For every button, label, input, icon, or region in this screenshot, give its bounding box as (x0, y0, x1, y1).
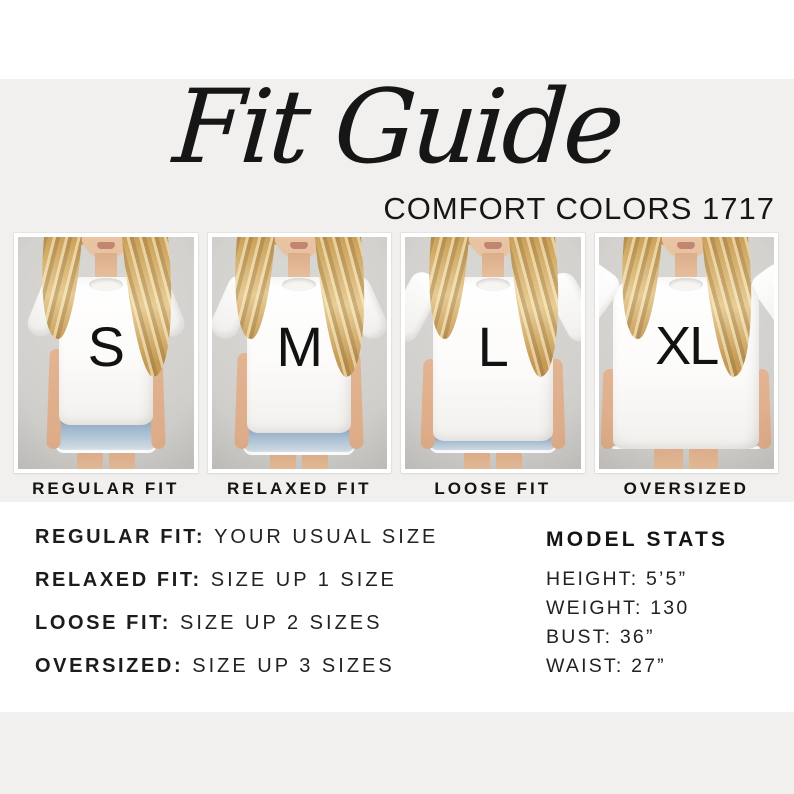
fit-description-line: REGULAR FIT: YOUR USUAL SIZE (35, 526, 438, 548)
model-leg (302, 451, 329, 469)
size-panel-regular: S REGULAR FIT (14, 233, 198, 499)
size-panels-row: S REGULAR FIT (14, 233, 778, 499)
model-photo: L (405, 237, 581, 469)
model-lips (483, 242, 502, 249)
fit-caption: RELAXED FIT (227, 479, 372, 498)
model-leg (463, 449, 490, 469)
page-title: Fit Guide (169, 68, 625, 187)
tshirt-collar (475, 278, 510, 291)
size-panel-loose: L LOOSE FIT (401, 233, 585, 499)
fit-name: REGULAR FIT: (35, 526, 206, 548)
model-leg (689, 445, 719, 469)
fit-descriptions: REGULAR FIT: YOUR USUAL SIZE RELAXED FIT:… (35, 526, 438, 698)
model-lips (290, 242, 309, 249)
model-stat-line: BUST: 36” (546, 626, 655, 648)
fit-name: LOOSE FIT: (35, 612, 171, 634)
model-photo: XL (598, 237, 774, 469)
model-leg (108, 449, 135, 469)
model-lips (677, 242, 696, 249)
size-letter: M (276, 315, 323, 378)
model-stat-line: WAIST: 27” (546, 655, 666, 677)
size-letter: XL (655, 316, 719, 376)
model-stat-line: HEIGHT: 5’5” (546, 568, 688, 590)
model-leg (495, 449, 522, 469)
model-lips (96, 242, 115, 249)
size-letter: L (477, 315, 509, 378)
fit-description-line: LOOSE FIT: SIZE UP 2 SIZES (35, 612, 438, 634)
model-photo-frame: M (207, 233, 391, 473)
fit-caption: LOOSE FIT (434, 479, 552, 498)
collection-subtitle: COMFORT COLORS 1717 (383, 191, 775, 226)
tshirt-collar (88, 278, 123, 291)
size-panel-oversized: XL OVERSIZED (594, 233, 778, 499)
model-photo-frame: L (401, 233, 585, 473)
model-leg (270, 451, 297, 469)
model-photo-frame: S (14, 233, 198, 473)
model-stat-line: WEIGHT: 130 (546, 597, 690, 619)
model-photo-frame: XL (594, 233, 778, 473)
model-stats: MODEL STATS HEIGHT: 5’5” WEIGHT: 130 BUS… (546, 528, 728, 685)
fit-desc: YOUR USUAL SIZE (214, 526, 439, 548)
tshirt-collar (282, 278, 317, 291)
fit-name: RELAXED FIT: (35, 569, 202, 591)
tshirt-collar (669, 278, 704, 291)
fit-desc: SIZE UP 2 SIZES (180, 612, 383, 634)
fit-desc: SIZE UP 3 SIZES (192, 655, 395, 677)
size-panel-relaxed: M RELAXED FIT (207, 233, 391, 499)
fit-desc: SIZE UP 1 SIZE (210, 569, 397, 591)
model-leg (654, 445, 684, 469)
fit-caption: OVERSIZED (623, 479, 749, 498)
fit-description-line: OVERSIZED: SIZE UP 3 SIZES (35, 655, 438, 677)
model-leg (76, 449, 103, 469)
gray-band-bottom (0, 712, 794, 794)
model-photo: S (18, 237, 194, 469)
fit-name: OVERSIZED: (35, 655, 184, 677)
model-stats-title: MODEL STATS (546, 528, 729, 551)
model-photo: M (211, 237, 387, 469)
size-letter: S (87, 315, 125, 378)
fit-caption: REGULAR FIT (32, 479, 180, 498)
fit-description-line: RELAXED FIT: SIZE UP 1 SIZE (35, 569, 438, 591)
